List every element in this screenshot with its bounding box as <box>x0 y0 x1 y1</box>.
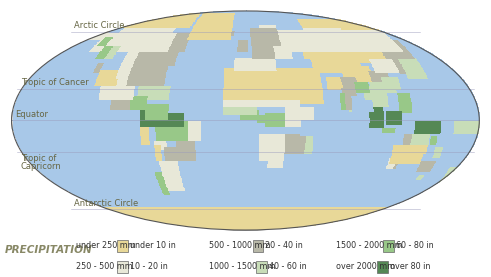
Text: 10 - 20 in: 10 - 20 in <box>130 262 167 271</box>
Bar <box>252 240 263 252</box>
Bar <box>117 261 128 273</box>
Text: 60 - 80 in: 60 - 80 in <box>396 241 434 250</box>
Text: Arctic Circle: Arctic Circle <box>74 21 125 30</box>
Text: Antarctic Circle: Antarctic Circle <box>74 199 138 208</box>
Text: 1000 - 1500 mm: 1000 - 1500 mm <box>209 262 275 271</box>
Text: 1500 - 2000 mm: 1500 - 2000 mm <box>336 241 403 250</box>
Bar <box>256 261 267 273</box>
Text: 250 - 500 mm: 250 - 500 mm <box>76 262 133 271</box>
Bar <box>377 261 388 273</box>
Bar <box>117 240 128 252</box>
Text: 500 - 1000 mm: 500 - 1000 mm <box>209 241 270 250</box>
Text: 20 - 40 in: 20 - 40 in <box>265 241 303 250</box>
Text: Equator: Equator <box>15 110 48 119</box>
Text: Tropic of Cancer: Tropic of Cancer <box>21 78 88 87</box>
Ellipse shape <box>12 11 479 230</box>
Text: PRECIPITATION: PRECIPITATION <box>5 245 92 255</box>
Text: over 80 in: over 80 in <box>390 262 430 271</box>
Text: under 250 mm: under 250 mm <box>76 241 136 250</box>
Text: 40 - 60 in: 40 - 60 in <box>269 262 306 271</box>
Text: Tropic of
Capricorn: Tropic of Capricorn <box>21 154 61 171</box>
Text: under 10 in: under 10 in <box>130 241 175 250</box>
Text: over 2000 mm: over 2000 mm <box>336 262 396 271</box>
Bar <box>383 240 394 252</box>
